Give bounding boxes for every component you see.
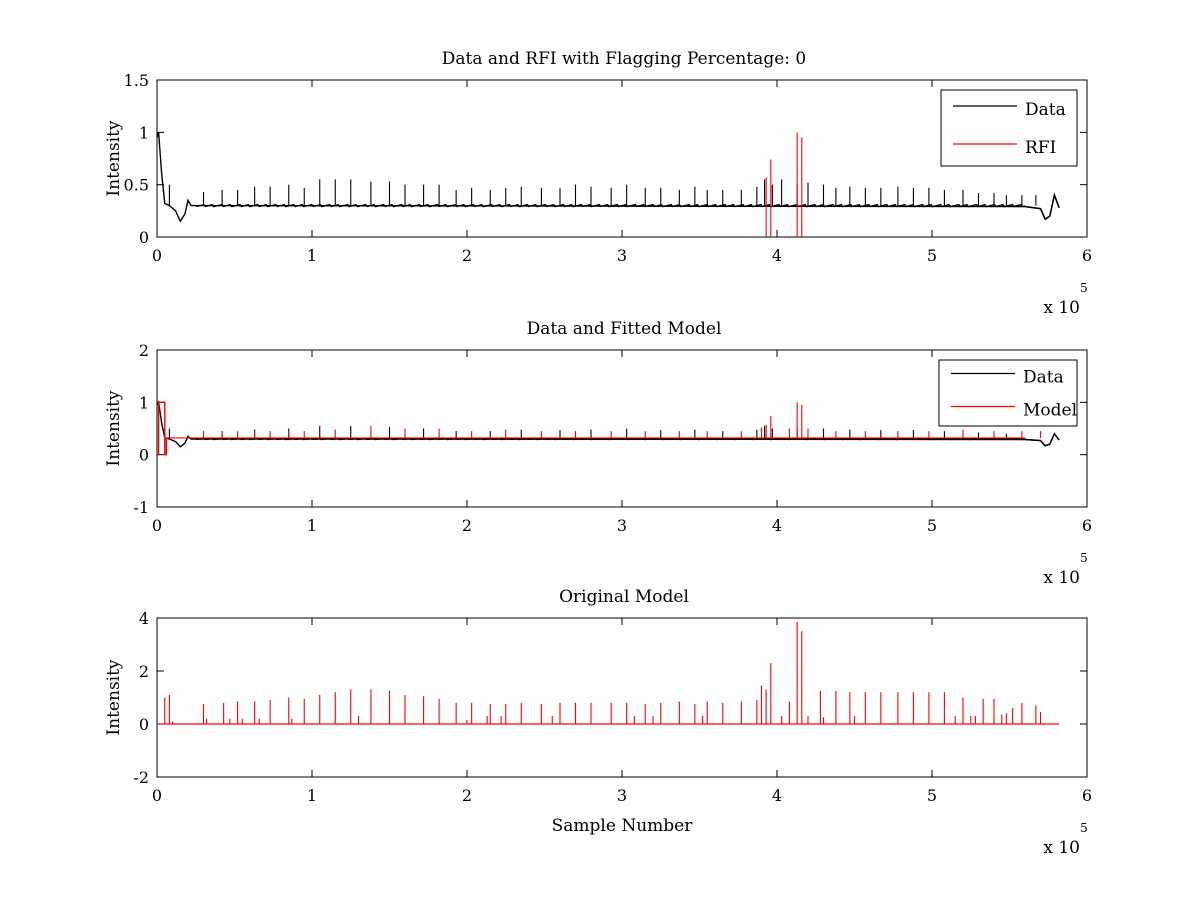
y-tick-label: 2: [139, 341, 149, 360]
legend-box: [940, 89, 1078, 167]
x-multiplier: x 105: [1043, 821, 1087, 858]
x-multiplier-power: 5: [1080, 551, 1088, 565]
x-tick-label: 4: [772, 246, 782, 265]
x-multiplier-base: x 10: [1043, 568, 1080, 588]
x-multiplier-base: x 10: [1043, 298, 1080, 318]
y-axis-label: Intensity: [104, 659, 124, 735]
x-multiplier: x 105: [1043, 281, 1087, 318]
x-tick-label: 3: [617, 246, 627, 265]
y-tick-label: 1.5: [124, 71, 149, 90]
y-tick-label: 1: [139, 123, 149, 142]
x-tick-label: 0: [152, 516, 162, 535]
x-tick-label: 4: [772, 516, 782, 535]
x-tick-label: 1: [307, 516, 317, 535]
y-tick-label: -1: [133, 498, 149, 517]
legend-label: Data: [1023, 368, 1064, 388]
x-tick-label: 2: [462, 786, 472, 805]
plot-area: [157, 621, 1060, 725]
legend-label: Data: [1025, 100, 1066, 120]
series-rfi: [765, 132, 803, 237]
x-tick-label: 6: [1082, 246, 1092, 265]
series-line-start: [157, 401, 167, 456]
x-multiplier: x 105: [1043, 551, 1087, 588]
x-tick-label: 6: [1082, 786, 1092, 805]
chart-panel-1: 0 1 2 3 4 5 6 0 0.5 1 1.5 Data and RFI with Flaggin…: [104, 49, 1092, 318]
x-tick-label: 5: [927, 516, 937, 535]
x-multiplier-power: 5: [1080, 281, 1088, 295]
legend-box: [938, 359, 1078, 427]
plot-frame: [156, 617, 1088, 778]
chart-title: Data and RFI with Flagging Percentage: 0: [442, 49, 806, 69]
x-tick-label: 2: [462, 246, 472, 265]
y-tick-label: 2: [139, 662, 149, 681]
y-axis-label: Intensity: [104, 390, 124, 466]
x-tick-label: 0: [152, 246, 162, 265]
series-data: [157, 132, 1060, 223]
x-axis-label: Sample Number: [552, 816, 694, 836]
plot-frame: [156, 79, 1088, 238]
legend-label: RFI: [1025, 138, 1056, 158]
y-tick-label: 0: [139, 446, 149, 465]
series-baseline: [195, 203, 1026, 208]
y-tick-label: 0.5: [124, 176, 149, 195]
series-line-end: [1024, 192, 1060, 221]
x-tick-label: 3: [617, 786, 627, 805]
series-model: [157, 401, 1042, 456]
y-tick-label: 4: [139, 609, 149, 628]
x-tick-label: 1: [307, 246, 317, 265]
x-tick-label: 1: [307, 786, 317, 805]
x-tick-label: 5: [927, 786, 937, 805]
plot-frame: [156, 349, 1088, 508]
x-multiplier-base: x 10: [1043, 838, 1080, 858]
y-tick-label: 0: [139, 715, 149, 734]
legend-label: Model: [1023, 401, 1077, 421]
x-tick-label: 3: [617, 516, 627, 535]
x-tick-label: 5: [927, 246, 937, 265]
chart-title: Original Model: [559, 587, 689, 607]
x-tick-label: 4: [772, 786, 782, 805]
y-tick-label: -2: [133, 768, 149, 787]
legend: Data Model: [938, 359, 1078, 427]
x-multiplier-power: 5: [1080, 821, 1088, 835]
series-1: [157, 621, 1060, 725]
y-axis-label: Intensity: [104, 120, 124, 196]
x-tick-label: 6: [1082, 516, 1092, 535]
y-tick-label: 1: [139, 393, 149, 412]
x-tick-label: 0: [152, 786, 162, 805]
series-line-end: [1024, 432, 1060, 447]
y-tick-label: 0: [139, 228, 149, 247]
plot-area: [157, 132, 1060, 237]
plot-area: [157, 400, 1060, 456]
legend: Data RFI: [940, 89, 1078, 167]
x-tick-label: 2: [462, 516, 472, 535]
chart-title: Data and Fitted Model: [527, 319, 722, 339]
